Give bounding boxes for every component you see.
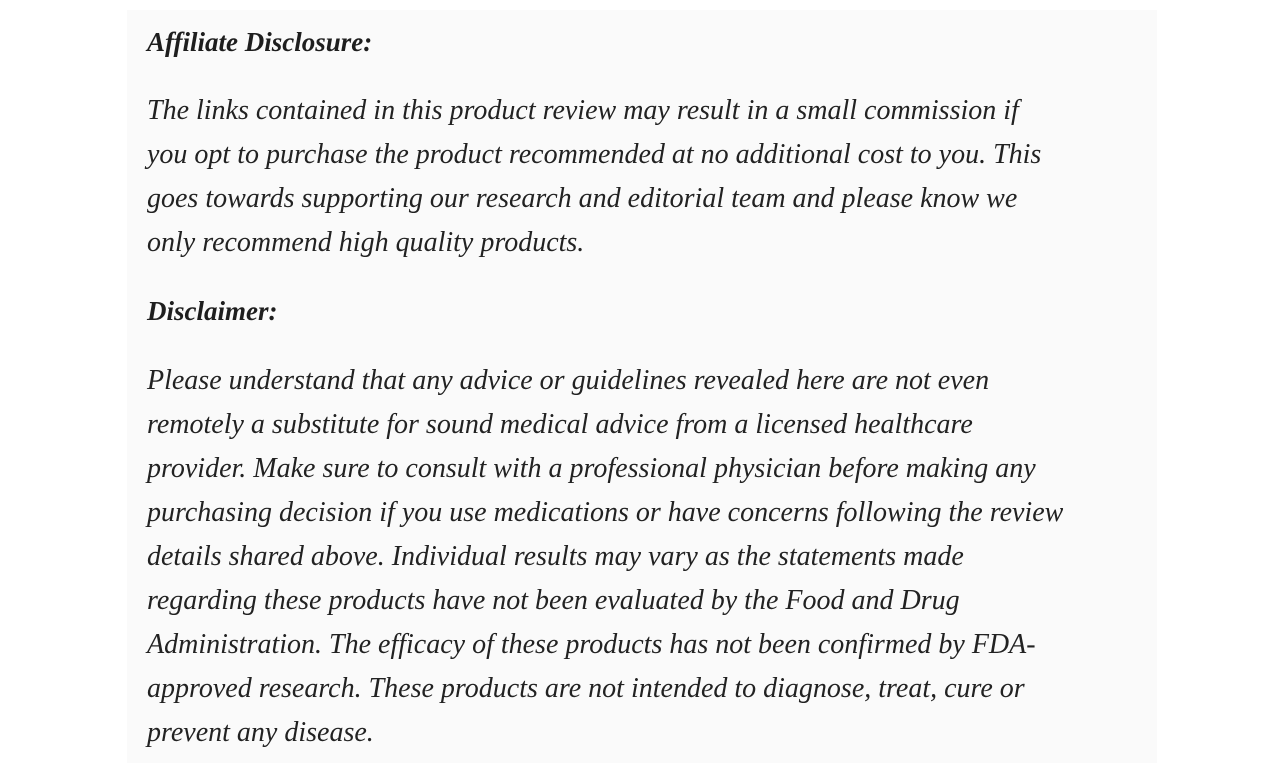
text-line: regarding these products have not been e… (147, 585, 960, 616)
text-line: Administration. The efficacy of these pr… (147, 629, 1036, 660)
disclaimer-text: Please understand that any advice or gui… (147, 359, 1063, 755)
disclaimer-heading: Disclaimer: (147, 296, 278, 326)
text-line: approved research. These products are no… (147, 673, 1025, 704)
text-line: details shared above. Individual results… (147, 541, 964, 572)
text-line: you opt to purchase the product recommen… (147, 139, 1042, 170)
affiliate-disclosure-heading: Affiliate Disclosure: (147, 27, 373, 57)
text-line: Please understand that any advice or gui… (147, 365, 990, 396)
affiliate-disclosure-text: The links contained in this product revi… (147, 89, 1041, 265)
text-line: provider. Make sure to consult with a pr… (147, 453, 1036, 484)
text-line: prevent any disease. (147, 717, 374, 748)
text-line: only recommend high quality products. (147, 227, 585, 258)
disclosure-container (127, 10, 1157, 763)
text-line: purchasing decision if you use medicatio… (147, 497, 1064, 528)
text-line: goes towards supporting our research and… (147, 183, 1018, 214)
text-line: The links contained in this product revi… (147, 95, 1019, 126)
text-line: remotely a substitute for sound medical … (147, 409, 973, 440)
